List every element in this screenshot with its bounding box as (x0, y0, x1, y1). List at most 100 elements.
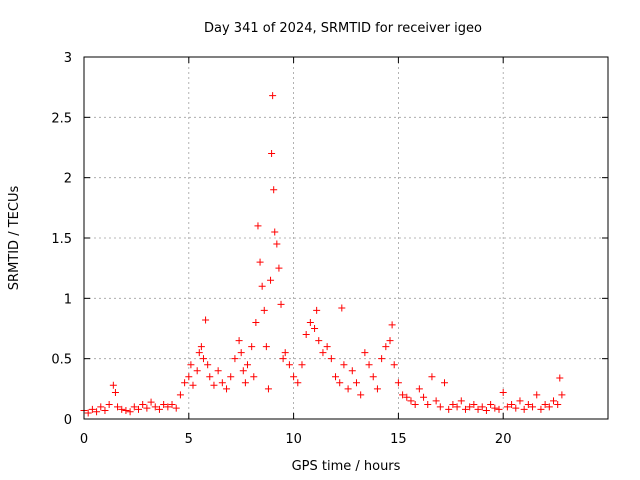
data-point (294, 379, 302, 387)
data-point (348, 367, 356, 375)
data-point (357, 391, 365, 399)
data-point (189, 381, 197, 389)
data-point (478, 403, 486, 411)
data-point (258, 282, 266, 290)
data-point (241, 379, 249, 387)
data-point (411, 401, 419, 409)
data-point (199, 355, 207, 363)
data-point (256, 258, 264, 266)
data-point (537, 405, 545, 413)
data-point (271, 228, 279, 236)
data-point (558, 391, 566, 399)
data-point (461, 405, 469, 413)
data-point (181, 379, 189, 387)
data-point (399, 391, 407, 399)
grid (84, 57, 608, 419)
data-point (269, 92, 277, 100)
data-point (268, 150, 276, 158)
data-point (394, 379, 402, 387)
data-point (338, 304, 346, 312)
data-point (164, 403, 172, 411)
y-tick-label: 0.5 (51, 353, 72, 368)
data-point (267, 276, 275, 284)
data-point (487, 401, 495, 409)
data-point (248, 343, 256, 351)
data-point (277, 300, 285, 308)
data-point (298, 361, 306, 369)
data-point (428, 373, 436, 381)
data-point (197, 343, 205, 351)
data-point (503, 403, 511, 411)
data-point (235, 337, 243, 345)
data-point (441, 379, 449, 387)
data-point (432, 397, 440, 405)
data-point (524, 401, 532, 409)
data-point (352, 379, 360, 387)
y-tick-label: 1 (64, 292, 72, 307)
data-point (97, 403, 105, 411)
data-point (470, 401, 478, 409)
x-tick-label: 5 (185, 432, 193, 447)
data-point (369, 373, 377, 381)
data-point (403, 393, 411, 401)
data-point (273, 240, 281, 248)
plot-frame (83, 56, 609, 420)
data-point (93, 408, 101, 416)
data-point (218, 379, 226, 387)
data-point (512, 404, 520, 412)
data-point (176, 391, 184, 399)
y-tick-label: 0 (64, 413, 72, 428)
data-point (227, 373, 235, 381)
data-point (482, 407, 490, 415)
x-axis-label: GPS time / hours (292, 459, 401, 474)
data-point (237, 349, 245, 357)
data-point (520, 405, 528, 413)
data-point (250, 373, 258, 381)
data-point (344, 385, 352, 393)
data-point (499, 388, 507, 396)
data-point (262, 343, 270, 351)
data-point (88, 405, 96, 413)
data-point (556, 374, 564, 382)
data-point (474, 405, 482, 413)
data-point (466, 403, 474, 411)
data-point (285, 361, 293, 369)
data-point (243, 361, 251, 369)
data-point (206, 373, 214, 381)
data-point (151, 403, 159, 411)
data-point (457, 397, 465, 405)
x-tick-label: 10 (285, 432, 302, 447)
data-point (449, 401, 457, 409)
data-point (453, 403, 461, 411)
data-point (323, 343, 331, 351)
data-point (231, 355, 239, 363)
data-point (424, 401, 432, 409)
data-point (254, 222, 262, 230)
data-point (327, 355, 335, 363)
data-point (118, 405, 126, 413)
data-point (407, 397, 415, 405)
data-point (101, 407, 109, 415)
data-point (306, 318, 314, 326)
data-point (550, 397, 558, 405)
y-tick-label: 1.5 (51, 232, 72, 247)
y-tick-label: 2.5 (51, 111, 72, 126)
y-tick-label: 2 (64, 172, 72, 187)
data-point (281, 349, 289, 357)
data-point (319, 349, 327, 357)
data-point (185, 373, 193, 381)
data-point (415, 385, 423, 393)
data-point (202, 316, 210, 324)
data-point (122, 407, 130, 415)
data-point (386, 337, 394, 345)
data-points (80, 92, 566, 417)
data-point (279, 355, 287, 363)
data-point (275, 264, 283, 272)
data-point (545, 403, 553, 411)
data-point (420, 393, 428, 401)
data-point (270, 186, 278, 194)
data-point (382, 343, 390, 351)
data-point (541, 401, 549, 409)
data-point (109, 381, 117, 389)
